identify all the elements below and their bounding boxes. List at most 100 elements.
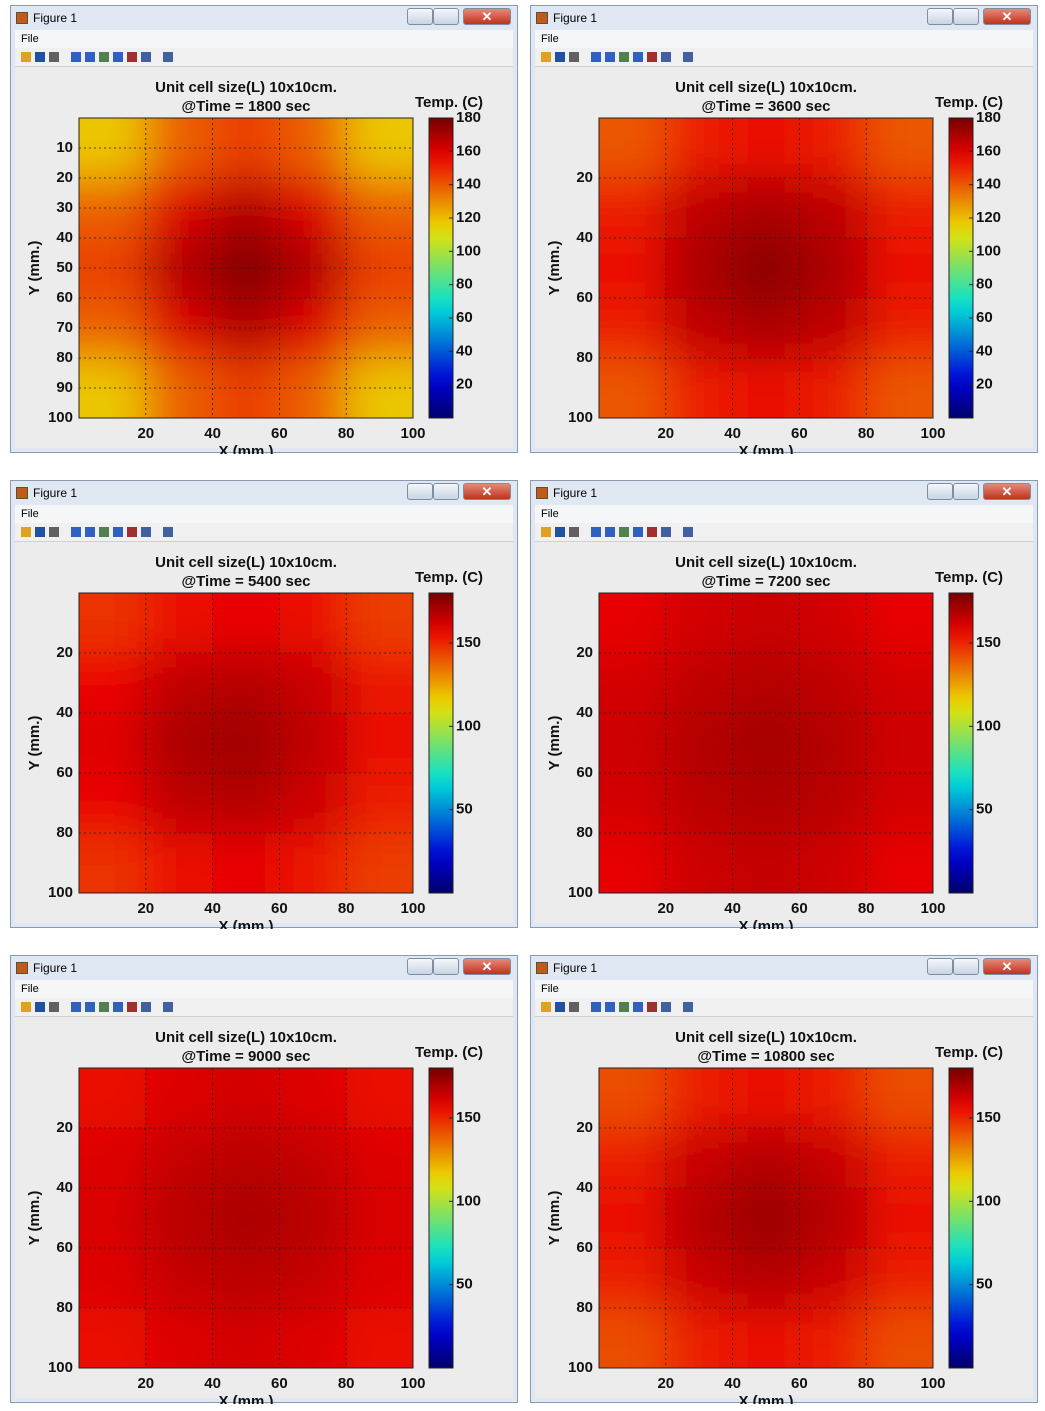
heat-cell	[212, 178, 280, 239]
tool-button[interactable]	[49, 527, 59, 537]
menu-item[interactable]: File	[541, 983, 559, 995]
tool-button[interactable]	[569, 52, 579, 62]
tool-button[interactable]	[141, 1002, 151, 1012]
tool-button[interactable]	[541, 1002, 551, 1012]
maximize-button[interactable]	[953, 8, 979, 25]
tool-button[interactable]	[35, 1002, 45, 1012]
colorbar-tick-label: 50	[456, 1276, 473, 1293]
heat-cell	[279, 1308, 347, 1368]
tool-button[interactable]	[619, 527, 629, 537]
colorbar-tick-label: 60	[976, 309, 993, 326]
tool-button[interactable]	[555, 527, 565, 537]
tool-button[interactable]	[619, 1002, 629, 1012]
minimize-button[interactable]	[927, 958, 953, 975]
minimize-button[interactable]	[927, 483, 953, 500]
y-tick-label: 100	[48, 884, 73, 901]
maximize-button[interactable]	[433, 8, 459, 25]
tool-button[interactable]	[647, 527, 657, 537]
y-tick-label: 60	[576, 1239, 593, 1256]
tool-button[interactable]	[633, 52, 643, 62]
close-button[interactable]: ✕	[983, 483, 1031, 500]
tool-button[interactable]	[569, 527, 579, 537]
menu-item[interactable]: File	[541, 33, 559, 45]
tool-button[interactable]	[661, 1002, 671, 1012]
tool-button[interactable]	[127, 52, 137, 62]
tool-button[interactable]	[99, 52, 109, 62]
minimize-button[interactable]	[407, 483, 433, 500]
tool-button[interactable]	[591, 527, 601, 537]
tool-button[interactable]	[85, 52, 95, 62]
tool-button[interactable]	[591, 52, 601, 62]
close-button[interactable]: ✕	[983, 958, 1031, 975]
tool-button[interactable]	[113, 1002, 123, 1012]
minimize-button[interactable]	[407, 8, 433, 25]
maximize-button[interactable]	[953, 958, 979, 975]
tool-button[interactable]	[141, 527, 151, 537]
menu-item[interactable]: File	[21, 508, 39, 520]
minimize-button[interactable]	[407, 958, 433, 975]
menu-item[interactable]: File	[541, 508, 559, 520]
tool-button[interactable]	[141, 52, 151, 62]
x-tick-label: 60	[791, 425, 808, 442]
tool-button[interactable]	[99, 1002, 109, 1012]
title-bar: Figure 1 ✕	[531, 481, 1037, 505]
tool-button[interactable]	[605, 1002, 615, 1012]
heat-cell	[799, 238, 867, 299]
heat-cell	[279, 358, 347, 418]
menu-item[interactable]: File	[21, 983, 39, 995]
tool-button[interactable]	[633, 527, 643, 537]
tool-button[interactable]	[35, 52, 45, 62]
close-button[interactable]: ✕	[463, 483, 511, 500]
tool-button[interactable]	[163, 52, 173, 62]
close-button[interactable]: ✕	[463, 958, 511, 975]
tool-button[interactable]	[661, 52, 671, 62]
tool-button[interactable]	[683, 52, 693, 62]
y-tick-label: 40	[576, 704, 593, 721]
tool-button[interactable]	[85, 527, 95, 537]
tool-button[interactable]	[71, 52, 81, 62]
tool-button[interactable]	[163, 1002, 173, 1012]
minimize-button[interactable]	[927, 8, 953, 25]
tool-button[interactable]	[71, 1002, 81, 1012]
tool-button[interactable]	[21, 527, 31, 537]
heat-cell	[866, 1188, 933, 1249]
tool-button[interactable]	[113, 527, 123, 537]
tool-button[interactable]	[35, 527, 45, 537]
tool-button[interactable]	[647, 52, 657, 62]
tool-button[interactable]	[605, 52, 615, 62]
plot-frame	[78, 117, 414, 419]
tool-button[interactable]	[21, 1002, 31, 1012]
tool-button[interactable]	[605, 527, 615, 537]
close-button[interactable]: ✕	[463, 8, 511, 25]
tool-button[interactable]	[555, 52, 565, 62]
tool-button[interactable]	[49, 52, 59, 62]
tool-button[interactable]	[21, 52, 31, 62]
tool-button[interactable]	[683, 527, 693, 537]
maximize-button[interactable]	[953, 483, 979, 500]
tool-button[interactable]	[619, 52, 629, 62]
tool-button[interactable]	[647, 1002, 657, 1012]
tool-button[interactable]	[49, 1002, 59, 1012]
tool-button[interactable]	[569, 1002, 579, 1012]
tool-button[interactable]	[661, 527, 671, 537]
close-button[interactable]: ✕	[983, 8, 1031, 25]
heat-cell	[599, 773, 667, 834]
maximize-button[interactable]	[433, 958, 459, 975]
tool-button[interactable]	[163, 527, 173, 537]
maximize-button[interactable]	[433, 483, 459, 500]
tool-button[interactable]	[541, 52, 551, 62]
tool-button[interactable]	[555, 1002, 565, 1012]
tool-button[interactable]	[127, 1002, 137, 1012]
heat-cell	[866, 1068, 933, 1129]
tool-button[interactable]	[683, 1002, 693, 1012]
menu-item[interactable]: File	[21, 33, 39, 45]
tool-button[interactable]	[71, 527, 81, 537]
tool-button[interactable]	[591, 1002, 601, 1012]
tool-button[interactable]	[541, 527, 551, 537]
tool-button[interactable]	[113, 52, 123, 62]
title-bar: Figure 1 ✕	[531, 956, 1037, 980]
tool-button[interactable]	[127, 527, 137, 537]
tool-button[interactable]	[99, 527, 109, 537]
tool-button[interactable]	[85, 1002, 95, 1012]
tool-button[interactable]	[633, 1002, 643, 1012]
